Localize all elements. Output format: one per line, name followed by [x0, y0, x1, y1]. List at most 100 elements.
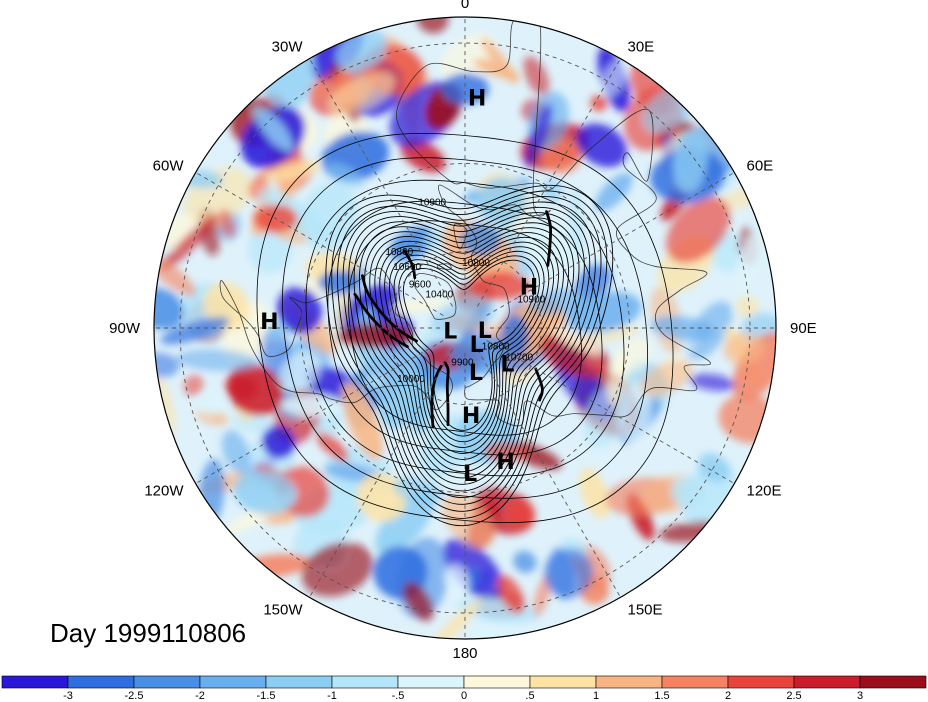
colorbar-bin — [265, 675, 333, 689]
anomaly-blob — [566, 291, 642, 334]
height-contour-outer — [256, 132, 674, 523]
anomaly-feature — [226, 375, 259, 400]
colorbar-bin — [331, 675, 399, 689]
height-contour — [388, 246, 550, 448]
anomaly-blob — [576, 123, 628, 168]
anomaly-feature — [337, 323, 414, 348]
anomaly-blob — [524, 103, 553, 168]
colorbar-tick-label: -.5 — [392, 690, 405, 702]
anomaly-blob — [736, 295, 759, 318]
contour-value-label: 10800 — [482, 342, 510, 353]
contour-value-label: 10900 — [517, 295, 545, 306]
colorbar-bin — [1, 675, 69, 689]
anomaly-blob — [233, 470, 297, 515]
high-pressure-mark: H — [468, 87, 486, 112]
longitude-label: 150E — [628, 602, 663, 619]
longitude-labels: 90E 60E 30E 0 30W 60W 90W 120W 150W 180 150E 120E — [109, 0, 817, 662]
colorbar: -3 -2.5 -2 -1.5 -1 -.5 0 .5 1 1.5 2 2.5 3 — [1, 675, 927, 702]
colorbar-bin — [595, 675, 663, 689]
anomaly-blob — [196, 394, 229, 415]
anomaly-blob — [523, 56, 550, 97]
longitude-label: 0 — [461, 0, 469, 12]
longitude-label: 30W — [272, 39, 304, 56]
anomaly-blob — [218, 209, 236, 238]
jet-contour — [443, 361, 450, 426]
anomaly-blob — [265, 161, 322, 182]
anomaly-blob — [673, 128, 708, 194]
colorbar-bin — [859, 675, 927, 689]
anomaly-blob — [160, 214, 219, 271]
anomaly-blob — [176, 349, 259, 372]
low-pressure-mark: L — [470, 333, 484, 358]
anomaly-blob — [261, 425, 296, 459]
longitude-label: 90W — [109, 320, 141, 337]
colorbar-tick-label: 1.5 — [654, 690, 669, 702]
longitude-label: 60W — [153, 158, 185, 175]
colorbar-tick-label: -3 — [63, 690, 73, 702]
day-label: Day 1999110806 — [50, 618, 247, 648]
anomaly-field — [154, 17, 776, 639]
high-pressure-mark: H — [520, 275, 538, 300]
contour-value-label: 10800 — [462, 258, 490, 269]
anomaly-blob — [579, 468, 610, 519]
colorbar-tick-label: -1 — [327, 690, 337, 702]
anomaly-blob — [301, 542, 374, 597]
coastline — [453, 223, 468, 250]
colorbar-bin — [529, 675, 597, 689]
latitude-circle — [179, 42, 751, 614]
colorbar-bin — [397, 675, 465, 689]
coastline — [413, 273, 457, 320]
jet-contour — [403, 249, 417, 280]
anomaly-blob — [278, 351, 322, 393]
low-pressure-mark: L — [463, 462, 477, 487]
height-contour — [374, 232, 564, 466]
contour-value-label: 10400 — [425, 289, 453, 300]
colorbar-tick-label: 0 — [461, 690, 467, 702]
jet-contour — [534, 367, 544, 402]
map-disk — [154, 17, 776, 639]
anomaly-blob — [543, 548, 594, 598]
anomaly-blob — [444, 565, 470, 595]
anomaly-blob — [342, 382, 383, 460]
colorbar-bin — [727, 675, 795, 689]
anomaly-blob — [723, 332, 765, 365]
low-pressure-mark: L — [443, 320, 457, 345]
colorbar-bin — [67, 675, 135, 689]
colorbar-bin — [661, 675, 729, 689]
anomaly-blob — [400, 139, 446, 173]
longitude-label: 150W — [263, 602, 303, 619]
contour-labels: 1090010800107009900104009600100001080010… — [385, 197, 545, 385]
contour-value-label: 10000 — [397, 374, 425, 385]
anomaly-blob — [426, 600, 481, 639]
anomaly-blob — [689, 373, 736, 392]
colorbar-bin — [199, 675, 267, 689]
colorbar-bin — [793, 675, 861, 689]
anomaly-blob — [156, 376, 176, 434]
contour-value-label: 10800 — [385, 247, 413, 258]
colorbar-tick-label: 1 — [593, 690, 599, 702]
colorbar-tick-label: -1.5 — [257, 690, 276, 702]
longitude-label: 180 — [452, 645, 477, 662]
colorbar-bin — [463, 675, 531, 689]
high-pressure-mark: H — [496, 450, 514, 475]
anomaly-blob — [389, 226, 435, 262]
high-pressure-mark: H — [260, 310, 278, 335]
colorbar-tick-label: 3 — [857, 690, 863, 702]
contour-value-label: 10600 — [393, 262, 421, 273]
colorbar-tick-label: .5 — [525, 690, 534, 702]
anomaly-blob — [221, 430, 251, 474]
anomaly-blob — [183, 374, 204, 396]
anomaly-blob — [160, 317, 230, 345]
colorbar-tick-label: -2.5 — [125, 690, 144, 702]
anomaly-blob — [606, 353, 629, 405]
longitude-label: 60E — [747, 158, 774, 175]
longitude-label: 120E — [747, 483, 782, 500]
height-contour — [358, 217, 580, 485]
low-pressure-mark: L — [500, 353, 514, 378]
anomaly-blob — [311, 82, 330, 100]
contour-value-label: 9600 — [409, 280, 432, 291]
contour-value-label: 10900 — [418, 197, 446, 208]
anomaly-blob — [154, 352, 180, 379]
